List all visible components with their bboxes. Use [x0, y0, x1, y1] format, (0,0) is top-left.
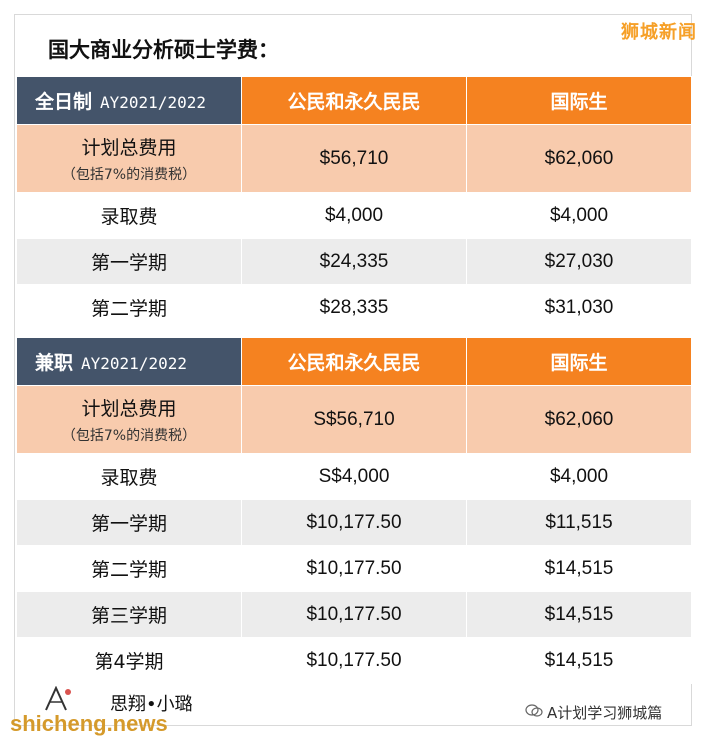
column-header-international: 国际生 [466, 76, 692, 125]
citizen-fee: $4,000 [241, 192, 467, 239]
row-label-note: （包括7%的消费税） [61, 167, 197, 183]
row-label: 第一学期 [16, 238, 242, 285]
mode-label: 兼职 [35, 352, 74, 374]
citizen-fee: S$56,710 [241, 385, 467, 454]
page-title: 国大商业分析硕士学费： [48, 38, 279, 62]
row-label: 计划总费用 （包括7%的消费税） [16, 385, 242, 454]
international-fee: $14,515 [466, 637, 692, 684]
table-row: 第4学期 $10,177.50 $14,515 [16, 637, 692, 684]
brand-watermark: 狮城新闻 [621, 22, 697, 43]
column-header-international: 国际生 [466, 337, 692, 386]
author-signature: 思翔•小璐 [110, 694, 193, 715]
section-separator [16, 330, 692, 338]
citizen-fee: $10,177.50 [241, 591, 467, 638]
citizen-fee: S$4,000 [241, 453, 467, 500]
row-label: 录取费 [16, 453, 242, 500]
table-row: 计划总费用 （包括7%的消费税） S$56,710 $62,060 [16, 385, 692, 454]
row-label-text: 计划总费用 [81, 398, 177, 420]
row-label: 录取费 [16, 192, 242, 239]
academic-year: AY2021/2022 [100, 93, 206, 112]
international-fee: $4,000 [466, 453, 692, 500]
citizen-fee: $10,177.50 [241, 637, 467, 684]
wechat-name: A计划学习狮城篇 [547, 704, 663, 722]
table-row: 第一学期 $10,177.50 $11,515 [16, 499, 692, 546]
citizen-fee: $56,710 [241, 124, 467, 193]
section-header-parttime: 兼职 AY2021/2022 公民和永久民民 国际生 [16, 337, 692, 386]
international-fee: $11,515 [466, 499, 692, 546]
international-fee: $27,030 [466, 238, 692, 285]
table-row: 第二学期 $10,177.50 $14,515 [16, 545, 692, 592]
mode-cell: 兼职 AY2021/2022 [16, 337, 242, 386]
logo-icon [38, 685, 78, 712]
section-header-fulltime: 全日制 AY2021/2022 公民和永久民民 国际生 [16, 76, 692, 125]
mode-label: 全日制 [35, 91, 93, 113]
table-row: 第三学期 $10,177.50 $14,515 [16, 591, 692, 638]
citizen-fee: $10,177.50 [241, 545, 467, 592]
column-header-citizen: 公民和永久民民 [241, 76, 467, 125]
column-header-citizen: 公民和永久民民 [241, 337, 467, 386]
international-fee: $62,060 [466, 385, 692, 454]
table-row: 录取费 S$4,000 $4,000 [16, 453, 692, 500]
mode-cell: 全日制 AY2021/2022 [16, 76, 242, 125]
citizen-fee: $28,335 [241, 284, 467, 331]
citizen-fee: $10,177.50 [241, 499, 467, 546]
fee-table: 全日制 AY2021/2022 公民和永久民民 国际生 计划总费用 （包括7%的消… [16, 76, 692, 684]
row-label: 第4学期 [16, 637, 242, 684]
row-label-text: 计划总费用 [81, 137, 177, 159]
row-label: 计划总费用 （包括7%的消费税） [16, 124, 242, 193]
academic-year: AY2021/2022 [81, 354, 187, 373]
citizen-fee: $24,335 [241, 238, 467, 285]
table-row: 计划总费用 （包括7%的消费税） $56,710 $62,060 [16, 124, 692, 193]
row-label: 第二学期 [16, 284, 242, 331]
row-label: 第二学期 [16, 545, 242, 592]
site-url-watermark: shicheng.news [10, 711, 168, 736]
international-fee: $14,515 [466, 591, 692, 638]
table-row: 第一学期 $24,335 $27,030 [16, 238, 692, 285]
table-row: 第二学期 $28,335 $31,030 [16, 284, 692, 331]
international-fee: $14,515 [466, 545, 692, 592]
international-fee: $62,060 [466, 124, 692, 193]
row-label-note: （包括7%的消费税） [61, 428, 197, 444]
wechat-icon [525, 703, 543, 722]
international-fee: $31,030 [466, 284, 692, 331]
row-label: 第三学期 [16, 591, 242, 638]
wechat-account: A计划学习狮城篇 [525, 702, 662, 723]
table-row: 录取费 $4,000 $4,000 [16, 192, 692, 239]
international-fee: $4,000 [466, 192, 692, 239]
row-label: 第一学期 [16, 499, 242, 546]
